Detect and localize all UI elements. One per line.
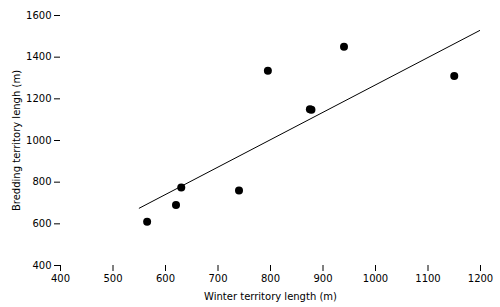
svg-text:400: 400: [51, 273, 70, 284]
svg-text:1600: 1600: [26, 10, 51, 21]
svg-text:700: 700: [208, 273, 227, 284]
svg-text:1400: 1400: [26, 51, 51, 62]
svg-text:1000: 1000: [363, 273, 388, 284]
svg-text:1200: 1200: [468, 273, 493, 284]
svg-text:Winter territory length (m): Winter territory length (m): [204, 291, 337, 302]
svg-text:1000: 1000: [26, 135, 51, 146]
svg-text:900: 900: [313, 273, 332, 284]
svg-text:Bredding territory lengh (m): Bredding territory lengh (m): [11, 70, 22, 211]
svg-text:800: 800: [261, 273, 280, 284]
svg-text:800: 800: [32, 176, 51, 187]
svg-text:1100: 1100: [415, 273, 440, 284]
svg-text:400: 400: [32, 260, 51, 271]
svg-text:500: 500: [103, 273, 122, 284]
svg-text:1200: 1200: [26, 93, 51, 104]
svg-text:600: 600: [156, 273, 175, 284]
svg-text:600: 600: [32, 218, 51, 229]
